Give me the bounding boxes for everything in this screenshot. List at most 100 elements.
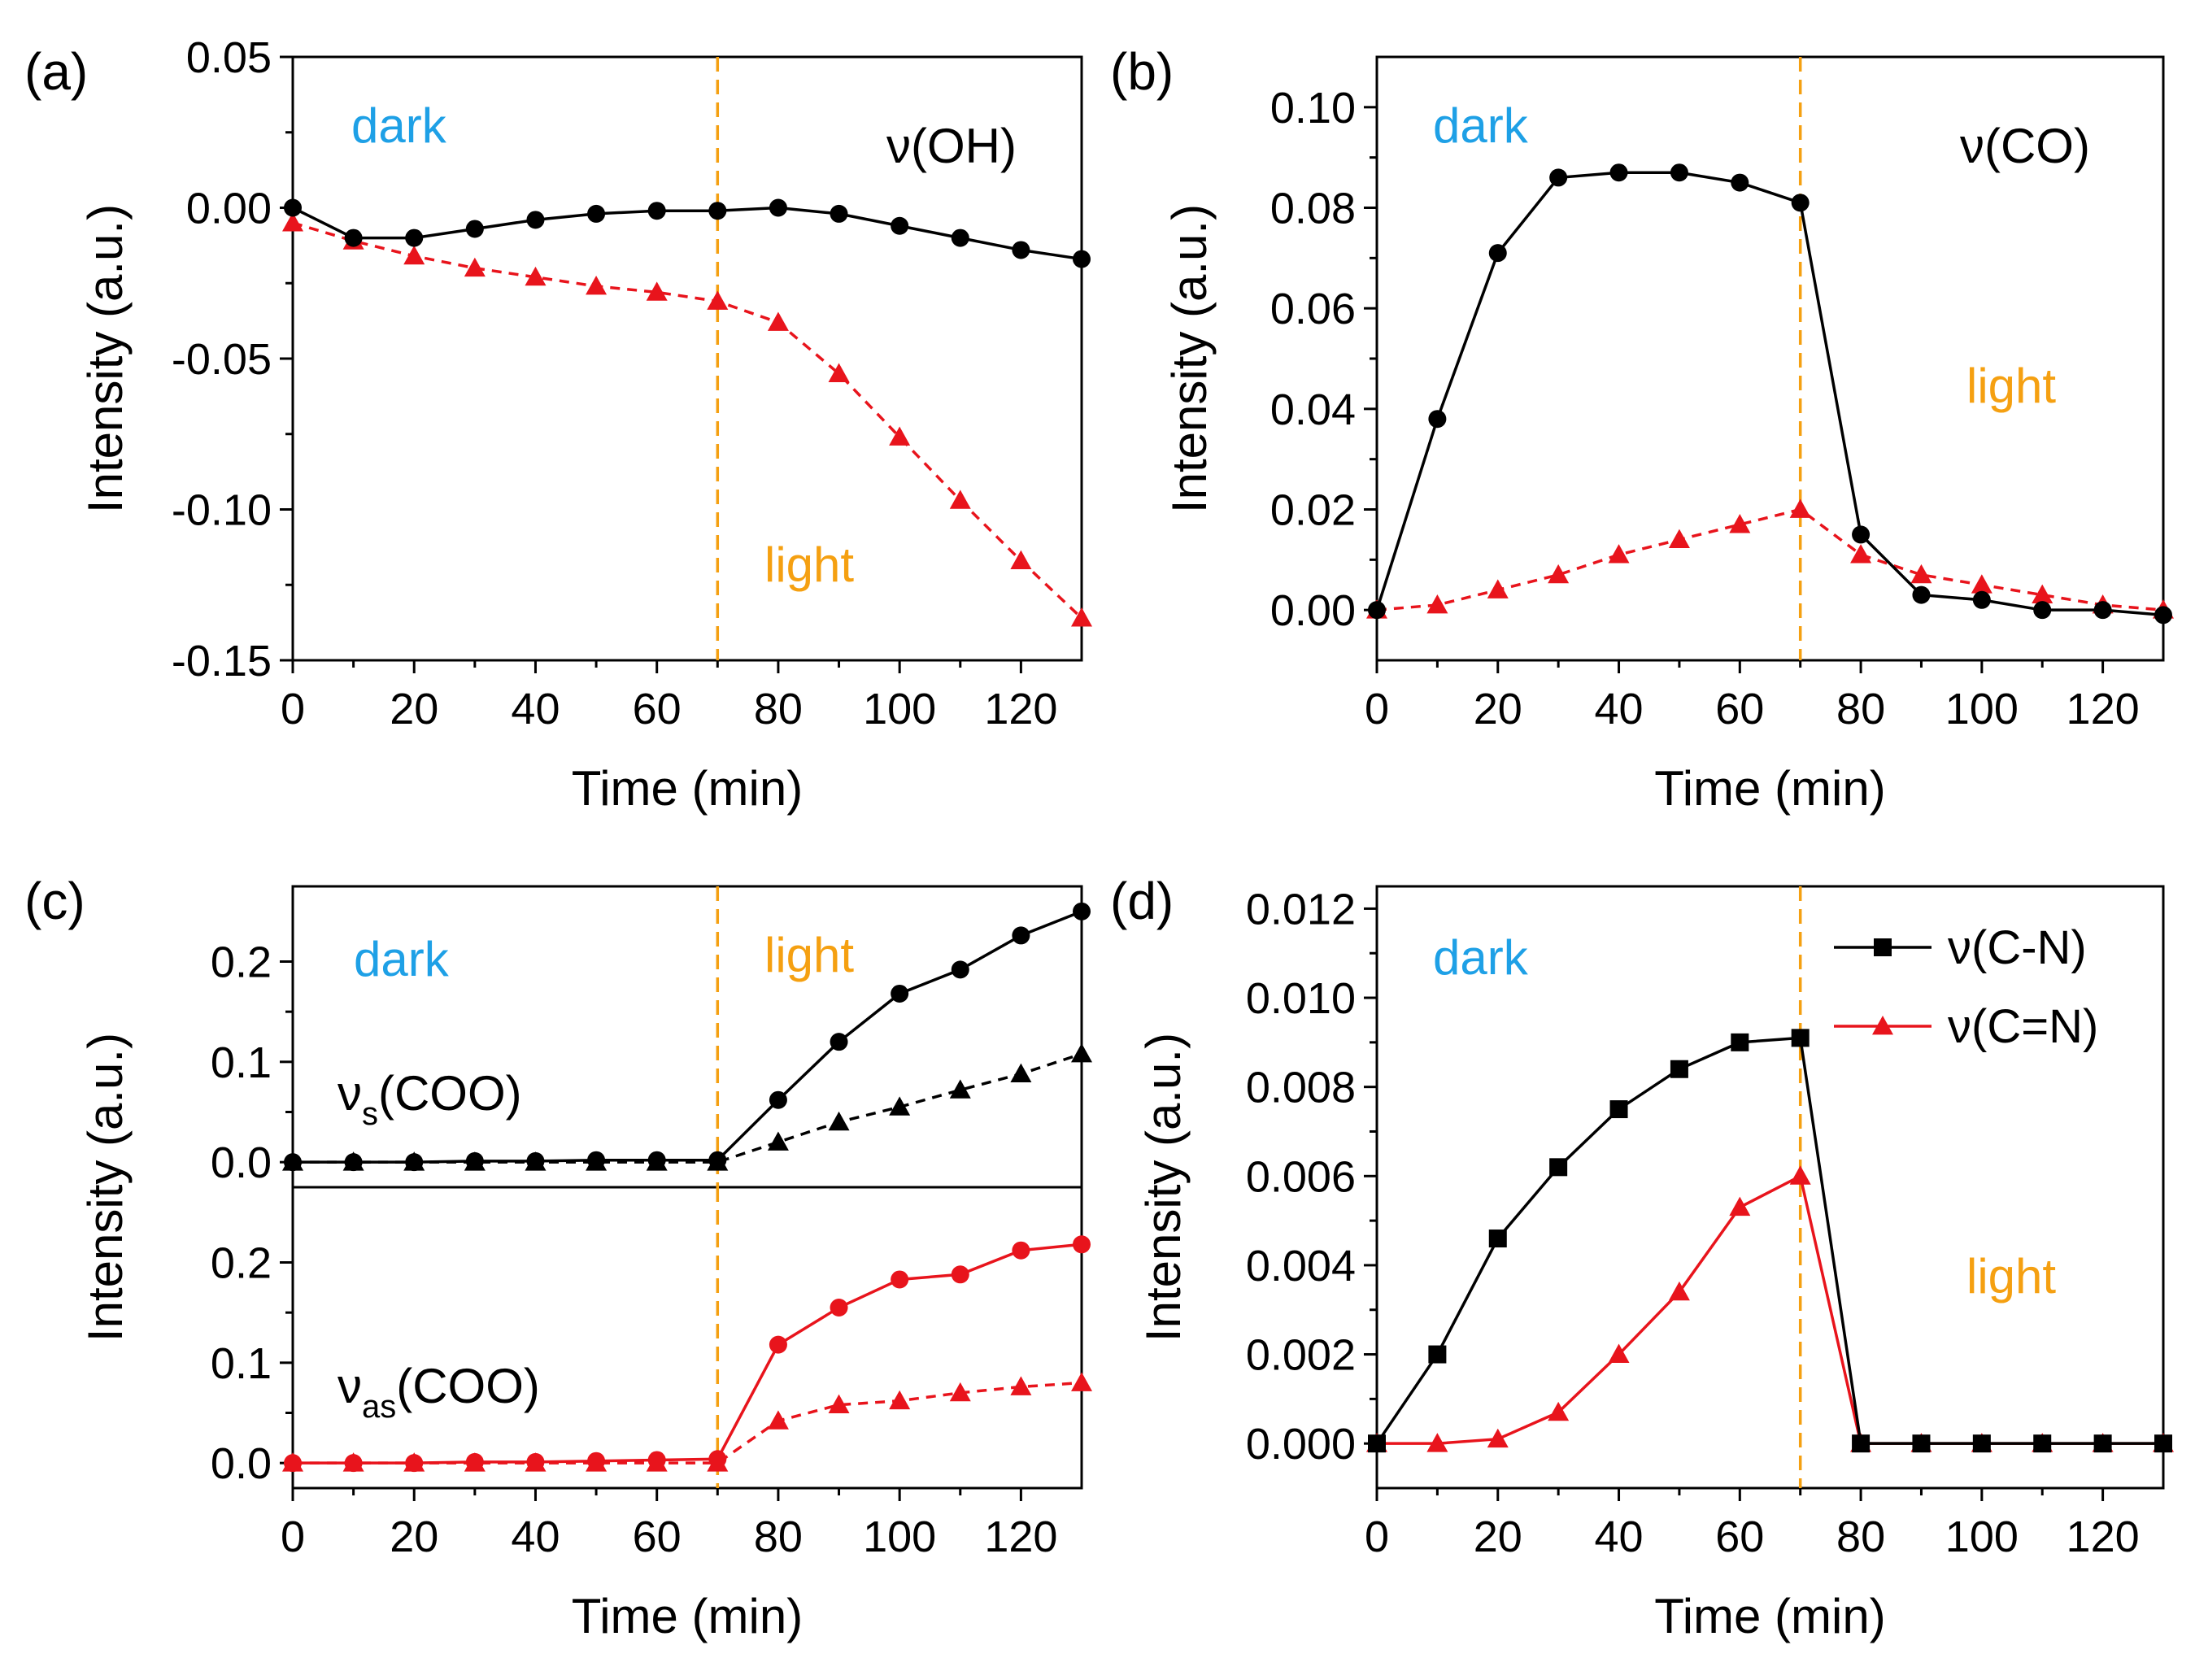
data-point-red-1 — [1426, 594, 1448, 614]
x-tick-label: 20 — [390, 1512, 438, 1561]
data-point-cn-single-10 — [1972, 1434, 1991, 1453]
mode-group: (COO) — [378, 1066, 522, 1121]
series-line-lower-tri — [293, 1381, 1082, 1465]
data-point-lower-circ-3 — [465, 1452, 484, 1471]
data-point-upper-circ-1 — [344, 1153, 363, 1172]
series-line-black — [1375, 171, 2164, 617]
data-point-red-13 — [1071, 607, 1092, 627]
data-point-cn-single-11 — [2033, 1434, 2052, 1453]
data-point-red-2 — [1487, 579, 1509, 598]
data-point-black-8 — [1852, 525, 1871, 544]
data-point-lower-circ-7 — [708, 1450, 727, 1469]
data-point-cn-double-2 — [1487, 1428, 1509, 1448]
x-axis-title: Time (min) — [572, 1589, 803, 1643]
data-point-red-9 — [1910, 564, 1932, 584]
x-tick-label: 20 — [1474, 685, 1522, 733]
data-point-upper-circ-4 — [526, 1151, 545, 1170]
dark-label: dark — [354, 932, 450, 986]
data-point-lower-circ-1 — [344, 1454, 363, 1473]
data-point-black-7 — [708, 202, 727, 220]
y-axis-title: Intensity (a.u.) — [78, 1033, 133, 1342]
data-point-upper-tri-11 — [949, 1079, 971, 1099]
y-tick-label: 0.0 — [211, 1439, 272, 1488]
mode-subscript: as — [362, 1389, 396, 1425]
x-tick-label: 40 — [1594, 1512, 1643, 1561]
data-point-lower-circ-13 — [1073, 1235, 1091, 1254]
data-point-black-11 — [2033, 601, 2052, 620]
panel-a: (a) 0 20 40 60 80 100 120 -0.15 -0.10 -0.05 0.00 0.0… — [24, 33, 1092, 816]
data-point-lower-tri-13 — [1071, 1372, 1092, 1391]
x-tick-label: 40 — [511, 1512, 560, 1561]
data-point-lower-tri-11 — [949, 1382, 971, 1402]
x-tick-label: 60 — [633, 685, 682, 733]
data-point-black-0 — [284, 198, 302, 217]
series-line-red — [1376, 507, 2164, 612]
data-point-upper-circ-13 — [1073, 902, 1091, 921]
subplot-upper: 0.0 0.1 0.2 — [211, 886, 1092, 1187]
x-tick-label: 60 — [1715, 685, 1764, 733]
data-point-black-6 — [647, 202, 666, 220]
x-tick-label: 80 — [754, 685, 803, 733]
data-point-upper-tri-13 — [1071, 1042, 1092, 1063]
data-point-upper-circ-12 — [1012, 926, 1030, 945]
panel-c: (c) 0 20 40 60 80 100 120 0.0 0.1 0.2 0.0 0.1 0.2 dark… — [24, 872, 1092, 1643]
data-point-red-5 — [586, 275, 608, 295]
y-axis-title: Intensity (a.u.) — [1136, 1033, 1191, 1342]
mode-label: νs(COO) — [338, 1066, 522, 1132]
y-tick-label: 0.04 — [1270, 385, 1356, 434]
x-tick-label: 120 — [2067, 685, 2140, 733]
data-point-lower-tri-9 — [828, 1394, 850, 1414]
x-axis-title: Time (min) — [1654, 761, 1885, 816]
data-point-red-6 — [646, 281, 668, 301]
data-point-cn-single-7 — [1791, 1029, 1810, 1047]
data-point-black-4 — [1609, 163, 1628, 182]
panel-label: (a) — [24, 42, 88, 101]
data-point-black-2 — [405, 228, 424, 247]
data-point-cn-double-3 — [1548, 1401, 1570, 1421]
x-tick-label: 120 — [984, 685, 1057, 733]
y-tick-label: 0.05 — [186, 33, 272, 82]
data-point-red-11 — [949, 490, 971, 509]
legend-label-1: ν(C=N) — [1948, 1000, 2098, 1053]
panel-d: (d) 0 20 40 60 80 100 120 0.000 0.002 0.004 0.006 0.… — [1110, 872, 2174, 1643]
data-point-red-3 — [1548, 564, 1570, 584]
mode-label: ν(OH) — [886, 119, 1017, 173]
data-point-lower-circ-9 — [830, 1299, 848, 1317]
x-tick-label: 20 — [390, 685, 438, 733]
data-point-black-10 — [891, 216, 909, 235]
data-point-black-13 — [1073, 250, 1091, 268]
x-tick-label: 0 — [1365, 1512, 1389, 1561]
x-tick-label: 60 — [1715, 1512, 1764, 1561]
y-tick-label: 0.08 — [1270, 185, 1356, 233]
mode-symbol: ν — [338, 1066, 362, 1121]
panel-label: (d) — [1110, 872, 1174, 930]
data-point-upper-circ-9 — [830, 1033, 848, 1051]
x-tick-label: 100 — [1945, 685, 2019, 733]
data-point-black-13 — [2154, 606, 2172, 625]
data-point-cn-double-1 — [1426, 1433, 1448, 1452]
data-point-black-4 — [526, 211, 545, 229]
data-point-black-8 — [769, 198, 787, 217]
data-point-upper-tri-9 — [828, 1111, 850, 1131]
data-point-red-0 — [282, 212, 303, 232]
data-point-lower-tri-10 — [889, 1390, 911, 1410]
data-point-black-9 — [830, 204, 848, 223]
mode-subscript: s — [362, 1096, 378, 1132]
data-point-red-7 — [707, 290, 729, 310]
data-point-red-4 — [1608, 544, 1630, 564]
x-tick-label: 60 — [633, 1512, 682, 1561]
data-point-cn-double-6 — [1729, 1196, 1751, 1216]
y-tick-label: 0.1 — [211, 1038, 272, 1087]
y-tick-label: 0.00 — [1270, 586, 1356, 635]
data-point-black-12 — [2093, 601, 2112, 620]
y-tick-label: 0.006 — [1246, 1152, 1356, 1201]
x-tick-label: 100 — [863, 1512, 936, 1561]
data-point-red-8 — [767, 311, 789, 331]
data-point-lower-circ-12 — [1012, 1241, 1030, 1260]
data-point-upper-circ-10 — [891, 984, 909, 1003]
data-point-black-0 — [1368, 601, 1386, 620]
x-tick-label: 80 — [1836, 685, 1885, 733]
y-tick-label: 0.02 — [1270, 486, 1356, 535]
dark-label: dark — [1433, 930, 1529, 985]
